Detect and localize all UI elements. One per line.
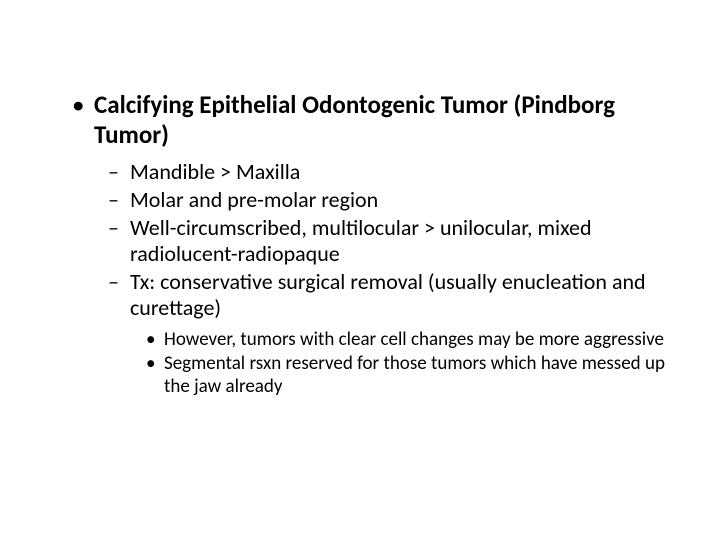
bullet-list-level2: Mandible > Maxilla Molar and pre-molar r…: [94, 159, 680, 398]
list-item: Molar and pre-molar region: [130, 187, 680, 213]
bullet-list-level3: However, tumors with clear cell changes …: [130, 329, 680, 398]
list-item-text: Tx: conservative surgical removal (usual…: [130, 268, 646, 321]
list-item-text: Mandible > Maxilla: [130, 158, 300, 185]
title-item: Calcifying Epithelial Odontogenic Tumor …: [94, 90, 680, 398]
list-item-text: Well-circumscribed, multilocular > unilo…: [130, 214, 592, 267]
bullet-list-level1: Calcifying Epithelial Odontogenic Tumor …: [40, 90, 680, 398]
list-item: However, tumors with clear cell changes …: [164, 329, 680, 351]
list-item: Segmental rsxn reserved for those tumors…: [164, 353, 680, 398]
list-item: Well-circumscribed, multilocular > unilo…: [130, 215, 680, 267]
title-text: Calcifying Epithelial Odontogenic Tumor …: [94, 89, 615, 150]
list-item-text: Segmental rsxn reserved for those tumors…: [164, 352, 665, 397]
list-item: Tx: conservative surgical removal (usual…: [130, 269, 680, 398]
list-item: Mandible > Maxilla: [130, 159, 680, 185]
list-item-text: Molar and pre-molar region: [130, 186, 378, 213]
slide-body: Calcifying Epithelial Odontogenic Tumor …: [0, 0, 720, 540]
list-item-text: However, tumors with clear cell changes …: [164, 328, 664, 351]
